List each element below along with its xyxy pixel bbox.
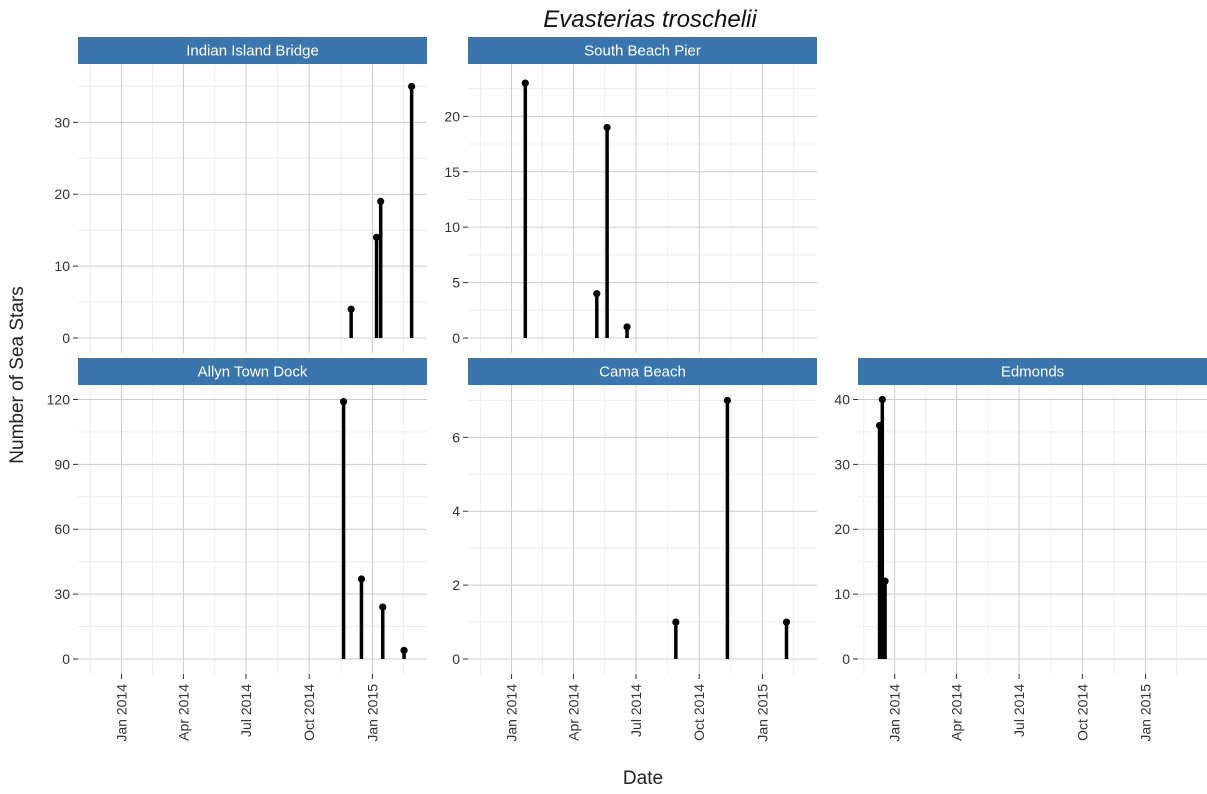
y-tick-label: 30 <box>54 114 70 130</box>
y-tick-label: 15 <box>444 164 460 180</box>
panel-indian-island-bridge: Indian Island Bridge 0 10 20 30 <box>54 37 427 353</box>
x-tick-label: Jan 2014 <box>504 684 520 742</box>
y-tick-label: 4 <box>452 503 460 519</box>
y-tick-label: 90 <box>54 456 70 472</box>
y-tick-label: 60 <box>54 521 70 537</box>
panel-background <box>78 64 427 353</box>
x-tick-label: Jan 2015 <box>754 684 770 742</box>
data-point <box>400 646 408 654</box>
strip-label: South Beach Pier <box>584 43 701 60</box>
y-tick-label: 0 <box>842 651 850 667</box>
x-axis-title: Date <box>623 768 663 789</box>
y-tick-label: 20 <box>834 521 850 537</box>
x-tick-label: Jan 2015 <box>1138 684 1154 742</box>
data-point <box>782 618 791 626</box>
y-tick-label: 0 <box>62 651 70 667</box>
data-point <box>339 398 348 406</box>
y-tick-label: 10 <box>444 219 460 235</box>
x-tick-label: Apr 2014 <box>175 684 191 741</box>
y-tick-label: 0 <box>62 330 70 346</box>
x-tick-label: Jan 2014 <box>887 684 903 742</box>
chart-title: Evasterias troschelii <box>543 6 757 33</box>
strip-header <box>468 37 817 64</box>
data-point <box>603 123 611 132</box>
panel-south-beach-pier: South Beach Pier 0 5 10 15 20 <box>444 37 817 353</box>
strip-label: Indian Island Bridge <box>186 43 319 60</box>
data-point <box>623 323 631 331</box>
strip-header <box>468 358 817 385</box>
y-tick-label: 40 <box>834 391 850 407</box>
strip-label: Edmonds <box>1001 364 1064 381</box>
x-tick-label: Apr 2014 <box>565 684 581 741</box>
y-tick-label: 120 <box>47 391 71 407</box>
x-tick-label: Oct 2014 <box>691 684 707 741</box>
data-point <box>377 197 385 206</box>
panel-background <box>468 385 817 674</box>
y-axis-title: Number of Sea Stars <box>7 286 28 463</box>
strip-label: Cama Beach <box>599 364 686 381</box>
x-tick-label: Jan 2015 <box>364 684 380 742</box>
y-tick-label: 0 <box>452 330 460 346</box>
data-point <box>878 395 886 404</box>
y-tick-label: 10 <box>54 258 70 274</box>
y-tick-label: 6 <box>452 429 460 445</box>
strip-header <box>78 37 427 64</box>
data-point <box>672 618 680 626</box>
x-tick-label: Jul 2014 <box>1011 684 1027 737</box>
data-point <box>372 233 381 241</box>
data-point <box>408 82 416 90</box>
y-tick-label: 0 <box>452 651 460 667</box>
y-tick-label: 20 <box>54 186 70 202</box>
x-tick-label: Apr 2014 <box>949 684 965 741</box>
x-tick-label: Jul 2014 <box>238 684 254 737</box>
y-tick-label: 2 <box>452 577 460 593</box>
y-tick-label: 20 <box>444 108 460 124</box>
y-tick-label: 5 <box>452 275 460 291</box>
strip-label: Allyn Town Dock <box>198 364 308 381</box>
data-point <box>379 603 387 611</box>
data-point <box>593 290 601 298</box>
panel-cama-beach: Cama Beach 0 2 4 6 Jan 2014 Apr 2014 Jul 2014 Oc… <box>452 358 817 742</box>
data-point <box>723 396 731 404</box>
x-tick-label: Oct 2014 <box>1074 684 1090 741</box>
y-tick-label: 10 <box>834 586 850 602</box>
x-tick-label: Jul 2014 <box>628 684 644 737</box>
y-tick-label: 30 <box>834 456 850 472</box>
strip-header <box>858 358 1207 385</box>
strip-header <box>78 358 427 385</box>
x-tick-label: Oct 2014 <box>301 684 317 741</box>
panel-edmonds: Edmonds 0 10 20 30 40 Jan 2014 Apr 2014 Jul 2014… <box>834 358 1207 742</box>
data-point <box>357 575 366 583</box>
data-point <box>881 577 889 585</box>
y-tick-label: 30 <box>54 586 70 602</box>
x-tick-label: Jan 2014 <box>114 684 130 742</box>
data-point <box>521 79 529 87</box>
data-point <box>347 305 355 313</box>
panel-background <box>468 64 817 353</box>
panel-allyn-town-dock: Allyn Town Dock 0 30 60 90 120 Jan 2014 Apr 201… <box>47 358 427 742</box>
